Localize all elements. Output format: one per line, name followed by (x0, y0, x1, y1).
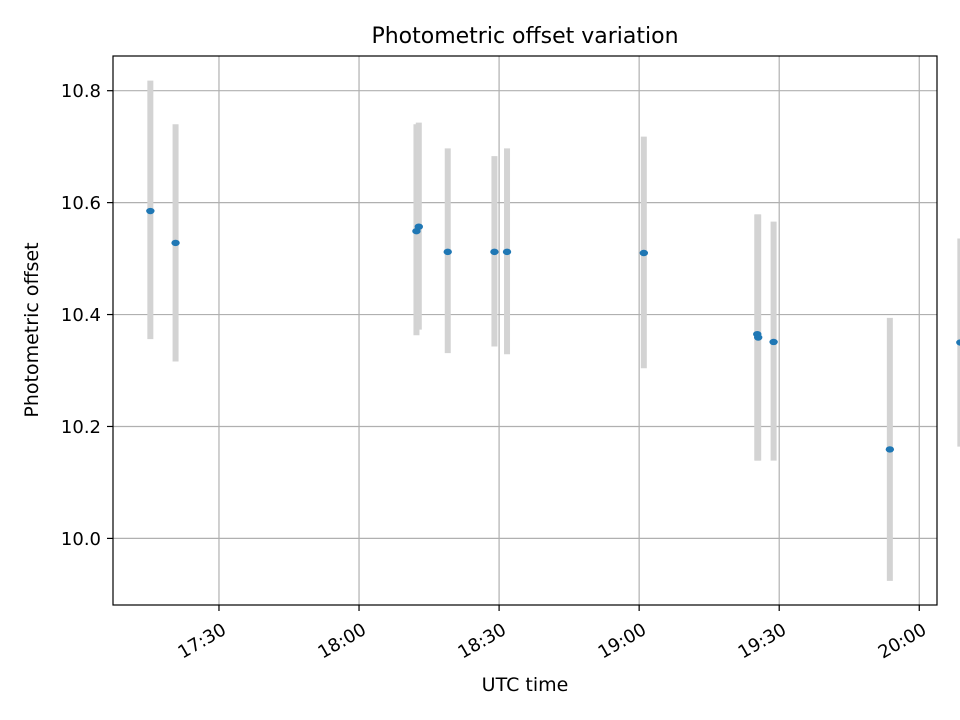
data-point (639, 249, 649, 257)
y-tick-label: 10.2 (61, 417, 101, 438)
chart-title: Photometric offset variation (371, 24, 678, 49)
data-point (769, 338, 778, 346)
y-axis-label: Photometric offset (21, 242, 43, 417)
data-point (885, 446, 895, 453)
data-point (502, 248, 512, 256)
data-point (171, 239, 180, 247)
data-point (146, 207, 155, 215)
data-point (753, 334, 763, 341)
y-tick-label: 10.0 (61, 529, 101, 550)
data-point (490, 248, 499, 256)
y-tick-label: 10.6 (61, 193, 101, 214)
data-point (414, 223, 423, 230)
data-point (956, 339, 960, 346)
axes-frame (112, 55, 938, 606)
y-tick-label: 10.8 (61, 81, 101, 102)
y-tick-label: 10.4 (61, 305, 101, 326)
data-point (443, 248, 452, 256)
grid (113, 56, 937, 605)
x-axis-label: UTC time (482, 674, 569, 696)
data-points (146, 207, 960, 453)
